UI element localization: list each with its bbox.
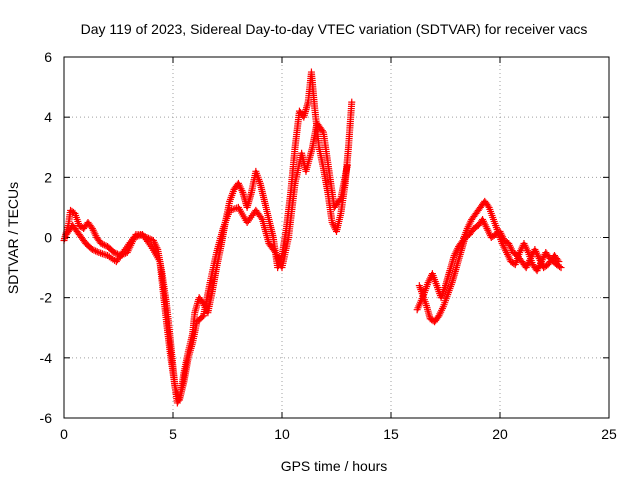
y-axis-label: SDTVAR / TECUs [5, 182, 21, 294]
y-tick-label: -4 [40, 350, 53, 366]
data-point-marker [112, 249, 120, 257]
data-point-marker [318, 127, 326, 135]
y-tick-label: 6 [44, 49, 52, 65]
data-point-marker [555, 258, 563, 266]
data-point-marker [556, 263, 564, 271]
data-point-marker [88, 246, 96, 254]
x-tick-label: 20 [492, 426, 508, 442]
y-tick-label: 2 [44, 169, 52, 185]
chart-title: Day 119 of 2023, Sidereal Day-to-day VTE… [81, 21, 588, 37]
data-point-marker [198, 313, 206, 321]
x-tick-label: 0 [60, 426, 68, 442]
data-point-marker [99, 240, 107, 248]
plot-frame [63, 56, 610, 419]
data-point-marker [92, 247, 100, 255]
grid [64, 57, 609, 418]
data-point-marker [97, 240, 105, 248]
data-point-marker [343, 161, 351, 169]
data-point-marker [110, 249, 118, 257]
data-point-marker [348, 98, 356, 106]
data-point-marker [257, 214, 265, 222]
y-tick-label: -6 [40, 410, 53, 426]
data-point-marker [93, 248, 101, 256]
data-point-marker [554, 256, 562, 264]
x-tick-label: 15 [383, 426, 399, 442]
x-tick-label: 5 [169, 426, 177, 442]
data-point-marker [484, 202, 492, 210]
data-point-marker [146, 241, 154, 249]
data-point-marker [100, 241, 108, 249]
data-points [60, 68, 565, 407]
x-tick-label: 10 [274, 426, 290, 442]
x-tick-label: 25 [601, 426, 617, 442]
x-axis-label: GPS time / hours [281, 458, 388, 474]
y-tick-label: 0 [44, 230, 52, 246]
data-point-marker [90, 246, 98, 254]
y-tick-label: 4 [44, 109, 52, 125]
data-point-marker [336, 196, 344, 204]
data-point-marker [557, 264, 565, 272]
y-tick-label: -2 [40, 290, 53, 306]
